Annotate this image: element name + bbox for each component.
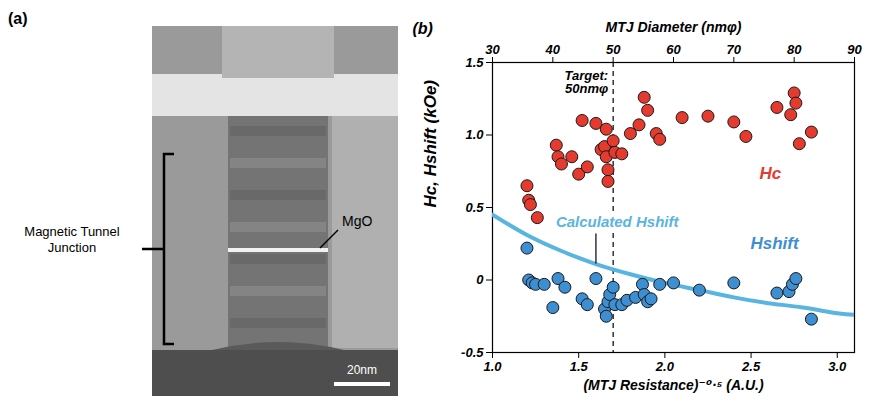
svg-text:60: 60 [666, 42, 681, 57]
svg-text:-0.5: -0.5 [461, 345, 484, 360]
svg-text:(MTJ Resistance)⁻⁰·⁵ (A.U.): (MTJ Resistance)⁻⁰·⁵ (A.U.) [583, 377, 764, 393]
svg-text:70: 70 [727, 42, 742, 57]
svg-text:1.5: 1.5 [465, 55, 484, 70]
svg-text:Magnetic TunnelJunction: Magnetic TunnelJunction [24, 224, 120, 255]
svg-text:0.5: 0.5 [465, 200, 484, 215]
svg-text:Hc, Hshift (kOe): Hc, Hshift (kOe) [421, 80, 440, 208]
svg-text:1.0: 1.0 [465, 127, 484, 142]
svg-text:(b): (b) [413, 20, 433, 37]
svg-text:(a): (a) [8, 10, 28, 27]
svg-text:0: 0 [476, 272, 484, 287]
svg-text:1.5: 1.5 [570, 359, 589, 374]
svg-text:90: 90 [847, 42, 862, 57]
svg-text:MgO: MgO [342, 213, 372, 229]
svg-text:40: 40 [545, 42, 561, 57]
svg-text:2.5: 2.5 [741, 359, 761, 374]
svg-text:50: 50 [606, 42, 621, 57]
svg-text:30: 30 [485, 42, 500, 57]
svg-text:20nm: 20nm [347, 363, 377, 377]
svg-text:Hc: Hc [760, 164, 782, 183]
svg-text:Hshift: Hshift [751, 234, 801, 253]
svg-text:MTJ Diameter (nmφ): MTJ Diameter (nmφ) [606, 19, 742, 35]
svg-text:80: 80 [787, 42, 802, 57]
svg-text:1.0: 1.0 [483, 359, 502, 374]
svg-text:Target:50nmφ: Target:50nmφ [565, 68, 609, 96]
svg-text:Calculated Hshift: Calculated Hshift [556, 213, 680, 230]
svg-text:3.0: 3.0 [828, 359, 847, 374]
svg-text:2.0: 2.0 [655, 359, 675, 374]
